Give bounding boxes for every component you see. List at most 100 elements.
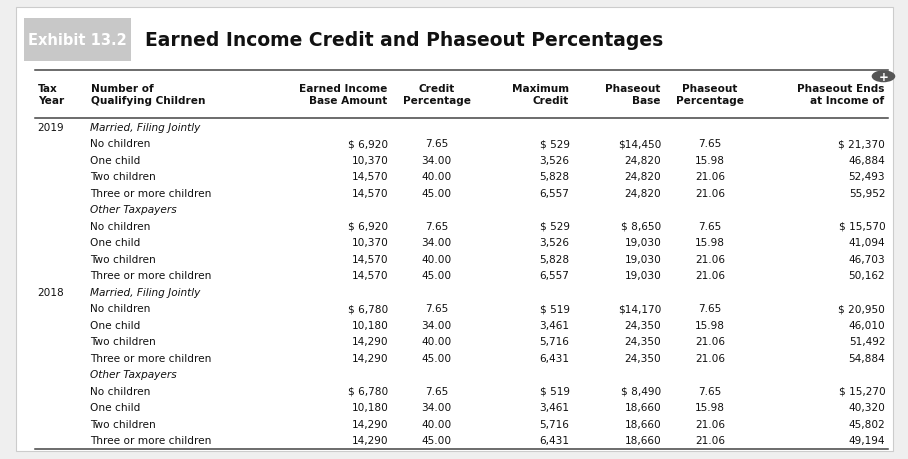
Text: Married, Filing Jointly: Married, Filing Jointly — [90, 123, 201, 133]
Text: 41,094: 41,094 — [849, 238, 885, 248]
Text: $14,170: $14,170 — [617, 303, 661, 313]
Text: Three or more children: Three or more children — [90, 353, 212, 363]
Text: 49,194: 49,194 — [849, 435, 885, 445]
Text: One child: One child — [90, 320, 141, 330]
Text: 5,716: 5,716 — [539, 336, 569, 347]
Text: No children: No children — [90, 386, 151, 396]
Text: 18,660: 18,660 — [625, 419, 661, 429]
Text: 52,493: 52,493 — [849, 172, 885, 182]
Text: 46,010: 46,010 — [849, 320, 885, 330]
Text: Married, Filing Jointly: Married, Filing Jointly — [90, 287, 201, 297]
Text: $ 15,570: $ 15,570 — [839, 221, 885, 231]
Text: 5,716: 5,716 — [539, 419, 569, 429]
Text: 21.06: 21.06 — [695, 435, 725, 445]
Text: 14,570: 14,570 — [351, 271, 389, 280]
Text: Two children: Two children — [90, 254, 156, 264]
Text: 14,570: 14,570 — [351, 254, 389, 264]
Text: 7.65: 7.65 — [698, 221, 722, 231]
Text: Earned Income
Base Amount: Earned Income Base Amount — [299, 84, 388, 106]
Text: 21.06: 21.06 — [695, 419, 725, 429]
Text: Other Taxpayers: Other Taxpayers — [90, 205, 177, 215]
Text: 24,350: 24,350 — [625, 336, 661, 347]
Text: 5,828: 5,828 — [539, 254, 569, 264]
Text: 14,290: 14,290 — [351, 419, 389, 429]
Text: 18,660: 18,660 — [625, 403, 661, 412]
Text: Earned Income Credit and Phaseout Percentages: Earned Income Credit and Phaseout Percen… — [145, 31, 664, 50]
Text: 34.00: 34.00 — [421, 320, 452, 330]
Text: 40.00: 40.00 — [421, 336, 452, 347]
Text: $ 8,490: $ 8,490 — [621, 386, 661, 396]
Text: 34.00: 34.00 — [421, 156, 452, 165]
Text: 7.65: 7.65 — [698, 139, 722, 149]
Text: 14,570: 14,570 — [351, 172, 389, 182]
Text: Two children: Two children — [90, 419, 156, 429]
Text: 3,461: 3,461 — [539, 320, 569, 330]
Text: 2018: 2018 — [37, 287, 64, 297]
Text: 40,320: 40,320 — [848, 403, 885, 412]
Text: 45,802: 45,802 — [849, 419, 885, 429]
Text: One child: One child — [90, 403, 141, 412]
Text: 55,952: 55,952 — [849, 188, 885, 198]
Text: 19,030: 19,030 — [625, 271, 661, 280]
Text: 21.06: 21.06 — [695, 271, 725, 280]
Text: 6,557: 6,557 — [539, 188, 569, 198]
Text: 50,162: 50,162 — [849, 271, 885, 280]
Text: $ 15,270: $ 15,270 — [839, 386, 885, 396]
Bar — [24, 19, 131, 62]
Text: One child: One child — [90, 238, 141, 248]
Text: 15.98: 15.98 — [695, 156, 725, 165]
Text: 15.98: 15.98 — [695, 403, 725, 412]
Text: 21.06: 21.06 — [695, 172, 725, 182]
Text: 40.00: 40.00 — [421, 419, 452, 429]
Text: 21.06: 21.06 — [695, 254, 725, 264]
Text: 2019: 2019 — [37, 123, 64, 133]
Text: 14,570: 14,570 — [351, 188, 389, 198]
Text: 45.00: 45.00 — [421, 271, 452, 280]
Text: 54,884: 54,884 — [849, 353, 885, 363]
Text: $ 21,370: $ 21,370 — [838, 139, 885, 149]
Text: 7.65: 7.65 — [425, 303, 449, 313]
Text: 6,431: 6,431 — [539, 353, 569, 363]
Text: 24,820: 24,820 — [625, 156, 661, 165]
Text: $ 529: $ 529 — [539, 139, 569, 149]
Text: 14,290: 14,290 — [351, 336, 389, 347]
Text: 21.06: 21.06 — [695, 336, 725, 347]
Text: $ 20,950: $ 20,950 — [838, 303, 885, 313]
Text: 24,350: 24,350 — [625, 353, 661, 363]
Text: $14,450: $14,450 — [617, 139, 661, 149]
Text: Phaseout
Base: Phaseout Base — [605, 84, 660, 106]
Text: 15.98: 15.98 — [695, 238, 725, 248]
Text: 6,557: 6,557 — [539, 271, 569, 280]
Text: 10,370: 10,370 — [351, 238, 389, 248]
Text: 6,431: 6,431 — [539, 435, 569, 445]
Text: $ 6,920: $ 6,920 — [348, 221, 389, 231]
Text: 24,820: 24,820 — [625, 172, 661, 182]
Text: 34.00: 34.00 — [421, 238, 452, 248]
Text: Two children: Two children — [90, 172, 156, 182]
Text: No children: No children — [90, 221, 151, 231]
Text: 24,820: 24,820 — [625, 188, 661, 198]
Text: 19,030: 19,030 — [625, 254, 661, 264]
Text: 10,180: 10,180 — [351, 403, 389, 412]
Text: 21.06: 21.06 — [695, 188, 725, 198]
Text: 46,884: 46,884 — [849, 156, 885, 165]
Text: Three or more children: Three or more children — [90, 271, 212, 280]
Text: 45.00: 45.00 — [421, 188, 452, 198]
Text: 45.00: 45.00 — [421, 353, 452, 363]
Text: Exhibit 13.2: Exhibit 13.2 — [28, 33, 126, 48]
Text: 14,290: 14,290 — [351, 353, 389, 363]
Text: 7.65: 7.65 — [698, 386, 722, 396]
Text: 10,370: 10,370 — [351, 156, 389, 165]
Text: Number of
Qualifying Children: Number of Qualifying Children — [91, 84, 205, 106]
Text: 14,290: 14,290 — [351, 435, 389, 445]
Text: No children: No children — [90, 303, 151, 313]
Text: 45.00: 45.00 — [421, 435, 452, 445]
Text: $ 8,650: $ 8,650 — [621, 221, 661, 231]
Text: 10,180: 10,180 — [351, 320, 389, 330]
Text: 7.65: 7.65 — [425, 139, 449, 149]
Text: Phaseout Ends
at Income of: Phaseout Ends at Income of — [797, 84, 884, 106]
Text: One child: One child — [90, 156, 141, 165]
Text: 34.00: 34.00 — [421, 403, 452, 412]
Text: 7.65: 7.65 — [425, 221, 449, 231]
Text: $ 6,780: $ 6,780 — [348, 386, 389, 396]
